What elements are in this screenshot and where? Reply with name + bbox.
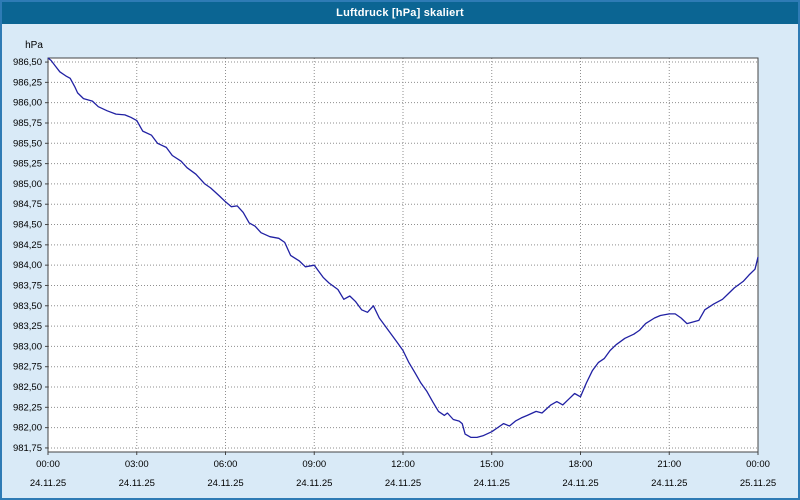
y-tick-label: 982,50 [13, 382, 42, 393]
x-tick-time-label: 21:00 [657, 459, 681, 470]
window-titlebar: Luftdruck [hPa] skaliert [2, 2, 798, 24]
x-tick-time-label: 06:00 [214, 459, 238, 470]
x-tick-date-label: 24.11.25 [207, 478, 243, 489]
x-tick-date-label: 24.11.25 [119, 478, 155, 489]
y-tick-label: 983,75 [13, 280, 42, 291]
x-tick-date-label: 24.11.25 [474, 478, 510, 489]
x-tick-time-label: 00:00 [746, 459, 770, 470]
y-tick-label: 983,00 [13, 341, 42, 352]
x-tick-time-label: 09:00 [302, 459, 326, 470]
y-tick-label: 983,25 [13, 321, 42, 332]
y-tick-label: 984,50 [13, 220, 42, 231]
y-tick-label: 985,75 [13, 118, 42, 129]
y-tick-label: 986,50 [13, 57, 42, 68]
x-tick-date-label: 24.11.25 [385, 478, 421, 489]
plot-area [48, 58, 758, 452]
window-title: Luftdruck [hPa] skaliert [336, 7, 464, 19]
y-axis-unit-label: hPa [25, 40, 43, 51]
x-tick-date-label: 25.11.25 [740, 478, 776, 489]
y-tick-label: 984,00 [13, 260, 42, 271]
pressure-line-chart: 986,50 986,25 986,00 985,75 985,50 985,25 985,… [13, 40, 776, 489]
x-tick-date-label: 24.11.25 [651, 478, 687, 489]
plot-border [47, 57, 759, 453]
x-tick-time-label: 12:00 [391, 459, 415, 470]
y-tick-label: 986,00 [13, 98, 42, 109]
x-tick-date-label: 24.11.25 [30, 478, 66, 489]
x-tick-time-label: 00:00 [36, 459, 60, 470]
x-tick-time-label: 18:00 [569, 459, 593, 470]
y-tick-label: 982,25 [13, 402, 42, 413]
y-tick-label: 983,50 [13, 301, 42, 312]
y-tick-label: 984,75 [13, 199, 42, 210]
y-tick-label: 985,25 [13, 159, 42, 170]
x-tick-date-label: 24.11.25 [562, 478, 598, 489]
x-tick-time-label: 15:00 [480, 459, 504, 470]
y-tick-label: 986,25 [13, 77, 42, 88]
y-tick-label: 985,00 [13, 179, 42, 190]
y-tick-label: 982,00 [13, 423, 42, 434]
y-tick-label: 984,25 [13, 240, 42, 251]
y-tick-label: 985,50 [13, 138, 42, 149]
x-tick-time-label: 03:00 [125, 459, 149, 470]
pressure-line [47, 57, 759, 439]
x-tick-date-label: 24.11.25 [296, 478, 332, 489]
y-tick-label: 981,75 [13, 443, 42, 454]
chart-container: 986,50 986,25 986,00 985,75 985,50 985,25 985,… [2, 24, 798, 498]
y-tick-label: 982,75 [13, 362, 42, 373]
